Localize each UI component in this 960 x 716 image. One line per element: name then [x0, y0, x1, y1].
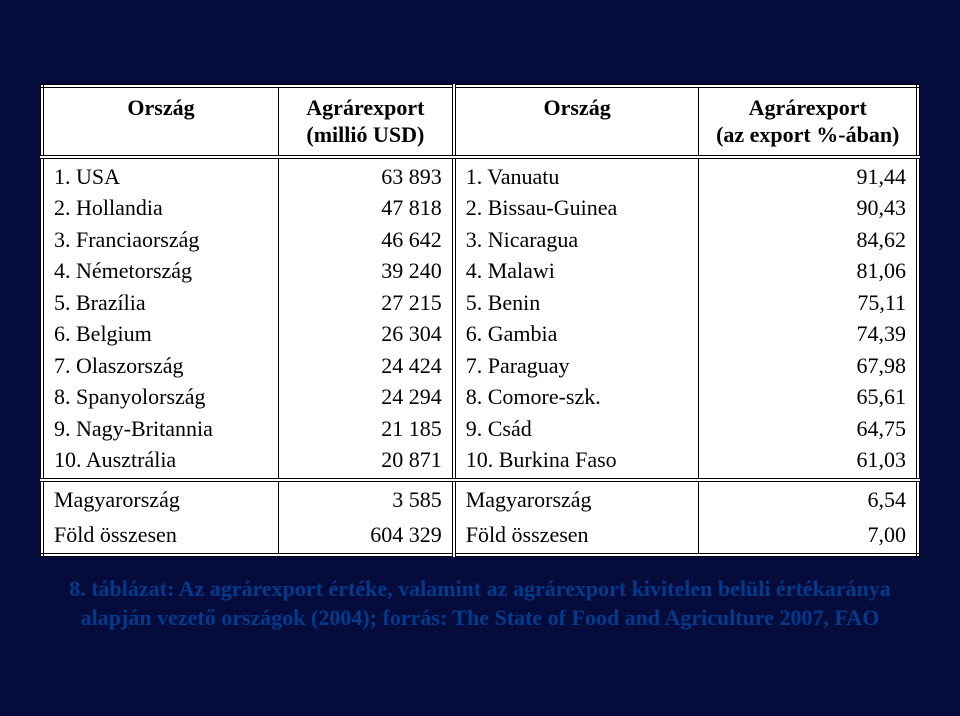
cell-right-value: 91,44 — [699, 157, 918, 193]
cell-right-country: 3. Nicaragua — [454, 224, 699, 256]
cell-left-value: 21 185 — [279, 413, 454, 445]
cell-left-value: 39 240 — [279, 255, 454, 287]
cell-right-country: 6. Gambia — [454, 318, 699, 350]
table-caption: 8. táblázat: Az agrárexport értéke, vala… — [40, 575, 920, 632]
cell-left-value: 20 871 — [279, 444, 454, 480]
cell-left-country: 6. Belgium — [42, 318, 279, 350]
cell-left-value: 63 893 — [279, 157, 454, 193]
cell-right-country: 7. Paraguay — [454, 350, 699, 382]
header-right-country: Ország — [454, 86, 699, 157]
cell-right-value: 61,03 — [699, 444, 918, 480]
cell-right-country: 10. Burkina Faso — [454, 444, 699, 480]
header-left-value: Agrárexport (millió USD) — [279, 86, 454, 157]
footer-right-value: 6,54 — [699, 480, 918, 518]
cell-right-value: 84,62 — [699, 224, 918, 256]
cell-left-value: 26 304 — [279, 318, 454, 350]
table-row: 7. Olaszország 24 424 7. Paraguay 67,98 — [42, 350, 918, 382]
table-row: 2. Hollandia 47 818 2. Bissau-Guinea 90,… — [42, 192, 918, 224]
cell-left-country: 4. Németország — [42, 255, 279, 287]
table-row: 8. Spanyolország 24 294 8. Comore-szk. 6… — [42, 381, 918, 413]
table-row: 10. Ausztrália 20 871 10. Burkina Faso 6… — [42, 444, 918, 480]
table-row: 3. Franciaország 46 642 3. Nicaragua 84,… — [42, 224, 918, 256]
cell-right-value: 65,61 — [699, 381, 918, 413]
footer-left-country: Föld összesen — [42, 517, 279, 555]
cell-right-value: 75,11 — [699, 287, 918, 319]
footer-left-value: 3 585 — [279, 480, 454, 518]
cell-left-country: 1. USA — [42, 157, 279, 193]
cell-left-country: 7. Olaszország — [42, 350, 279, 382]
header-right-value-l2: (az export %-ában) — [716, 122, 899, 147]
cell-left-value: 24 294 — [279, 381, 454, 413]
cell-left-country: 9. Nagy-Britannia — [42, 413, 279, 445]
table-row: 1. USA 63 893 1. Vanuatu 91,44 — [42, 157, 918, 193]
cell-right-country: 9. Csád — [454, 413, 699, 445]
cell-left-country: 8. Spanyolország — [42, 381, 279, 413]
footer-right-country: Föld összesen — [454, 517, 699, 555]
table-row: 6. Belgium 26 304 6. Gambia 74,39 — [42, 318, 918, 350]
caption-line1: 8. táblázat: Az agrárexport értéke, vala… — [69, 576, 891, 601]
cell-right-country: 5. Benin — [454, 287, 699, 319]
footer-row: Magyarország 3 585 Magyarország 6,54 — [42, 480, 918, 518]
cell-right-value: 74,39 — [699, 318, 918, 350]
footer-row: Föld összesen 604 329 Föld összesen 7,00 — [42, 517, 918, 555]
footer-left-value: 604 329 — [279, 517, 454, 555]
table-row: 4. Németország 39 240 4. Malawi 81,06 — [42, 255, 918, 287]
cell-right-country: 4. Malawi — [454, 255, 699, 287]
cell-left-value: 47 818 — [279, 192, 454, 224]
cell-left-value: 27 215 — [279, 287, 454, 319]
footer-left-country: Magyarország — [42, 480, 279, 518]
table-body: 1. USA 63 893 1. Vanuatu 91,44 2. Hollan… — [42, 157, 918, 480]
cell-left-country: 10. Ausztrália — [42, 444, 279, 480]
cell-left-country: 3. Franciaország — [42, 224, 279, 256]
cell-right-country: 2. Bissau-Guinea — [454, 192, 699, 224]
header-left-value-l2: (millió USD) — [306, 122, 424, 147]
cell-left-country: 5. Brazília — [42, 287, 279, 319]
table-footer: Magyarország 3 585 Magyarország 6,54 Föl… — [42, 480, 918, 555]
cell-right-value: 90,43 — [699, 192, 918, 224]
cell-left-value: 46 642 — [279, 224, 454, 256]
header-left-value-l1: Agrárexport — [306, 95, 424, 120]
cell-right-country: 8. Comore-szk. — [454, 381, 699, 413]
cell-right-value: 64,75 — [699, 413, 918, 445]
cell-right-country: 1. Vanuatu — [454, 157, 699, 193]
cell-right-value: 81,06 — [699, 255, 918, 287]
cell-left-country: 2. Hollandia — [42, 192, 279, 224]
footer-right-country: Magyarország — [454, 480, 699, 518]
slide: Ország Agrárexport (millió USD) Ország A… — [40, 84, 920, 632]
caption-line2: alapján vezető országok (2004); forrás: … — [81, 605, 880, 630]
table-row: 5. Brazília 27 215 5. Benin 75,11 — [42, 287, 918, 319]
cell-right-value: 67,98 — [699, 350, 918, 382]
cell-left-value: 24 424 — [279, 350, 454, 382]
table-row: 9. Nagy-Britannia 21 185 9. Csád 64,75 — [42, 413, 918, 445]
header-row: Ország Agrárexport (millió USD) Ország A… — [42, 86, 918, 157]
header-right-value-l1: Agrárexport — [749, 95, 867, 120]
agri-export-table: Ország Agrárexport (millió USD) Ország A… — [40, 84, 920, 557]
footer-right-value: 7,00 — [699, 517, 918, 555]
header-right-value: Agrárexport (az export %-ában) — [699, 86, 918, 157]
header-left-country: Ország — [42, 86, 279, 157]
